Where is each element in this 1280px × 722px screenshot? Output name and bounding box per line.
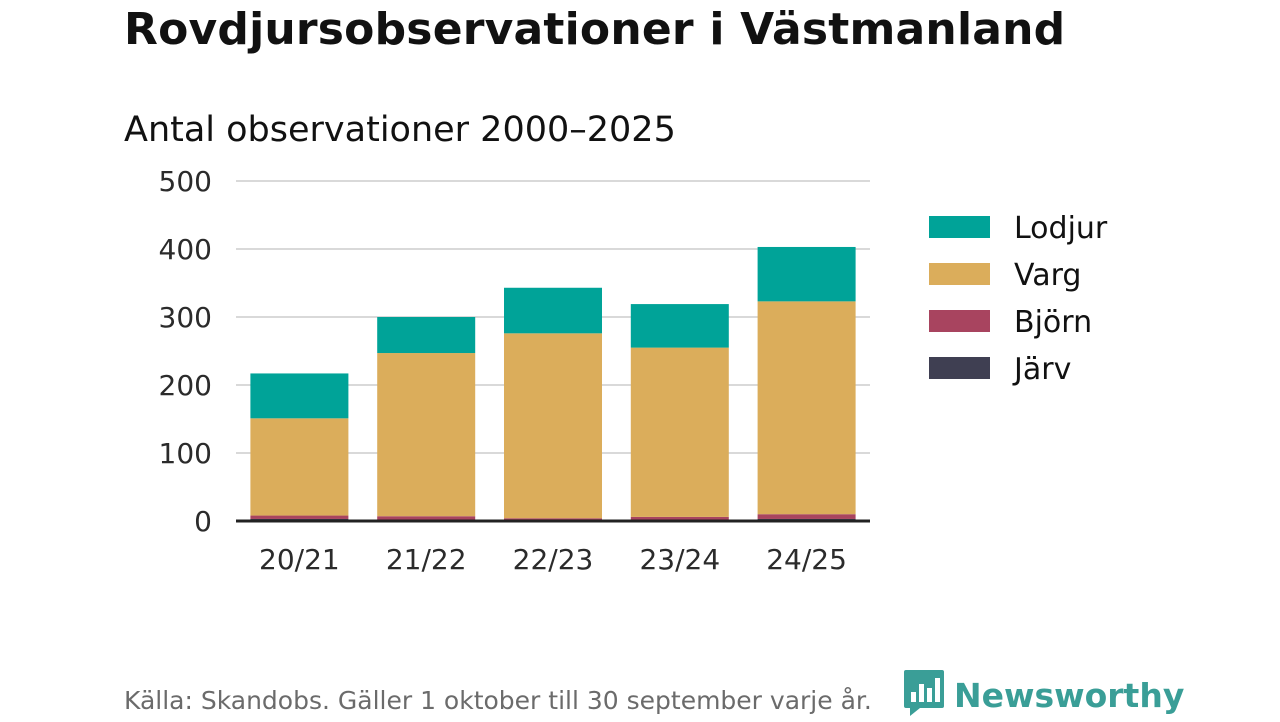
x-tick-label-23-24: 23/24 [639, 543, 720, 576]
x-tick-label-21-22: 21/22 [386, 543, 467, 576]
legend-label-varg: Varg [1014, 258, 1081, 293]
bar-varg-23-24 [630, 347, 729, 517]
bar-varg-21-22 [377, 353, 476, 517]
chart-title: Rovdjursobservationer i Västmanland [124, 4, 1066, 55]
brand: Newsworthy [902, 668, 1184, 722]
chart-subtitle: Antal observationer 2000–2025 [124, 110, 676, 150]
bar-lodjur-23-24 [630, 304, 729, 348]
bar-björn-24-25 [757, 514, 856, 519]
bar-varg-24-25 [757, 301, 856, 515]
y-tick-label-300: 300 [159, 301, 212, 334]
x-tick-label-22-23: 22/23 [513, 543, 594, 576]
bar-lodjur-24-25 [757, 246, 856, 302]
bar-björn-20-21 [250, 515, 349, 519]
legend-label-järv: Järv [1012, 352, 1071, 387]
y-tick-label-200: 200 [159, 369, 212, 402]
y-tick-label-500: 500 [159, 165, 212, 198]
y-tick-label-100: 100 [159, 437, 212, 470]
bars [250, 246, 856, 521]
legend: Lodjur Varg Björn Järv [929, 211, 1108, 387]
newsworthy-logo-icon [902, 668, 946, 722]
y-tick-label-400: 400 [159, 233, 212, 266]
bar-björn-21-22 [377, 516, 476, 520]
legend-label-lodjur: Lodjur [1014, 211, 1108, 246]
x-tick-label-24-25: 24/25 [766, 543, 847, 576]
legend-label-björn: Björn [1014, 305, 1092, 340]
source-note: Källa: Skandobs. Gäller 1 oktober till 3… [124, 686, 872, 715]
bar-björn-23-24 [630, 516, 729, 520]
brand-name: Newsworthy [954, 675, 1185, 715]
bar-lodjur-21-22 [377, 317, 476, 354]
y-axis-ticks: 0 100 200 300 400 500 [159, 165, 212, 538]
x-tick-label-20-21: 20/21 [259, 543, 340, 576]
bar-björn-22-23 [504, 518, 602, 521]
legend-swatch-lodjur [929, 216, 990, 238]
legend-swatch-varg [929, 263, 990, 285]
legend-swatch-järv [929, 357, 990, 379]
legend-swatch-björn [929, 310, 990, 332]
bar-lodjur-20-21 [250, 373, 349, 419]
bar-varg-20-21 [250, 418, 349, 516]
bar-varg-22-23 [504, 333, 602, 519]
x-axis-ticks: 20/21 21/22 22/23 23/24 24/25 [236, 519, 870, 576]
y-tick-label-0: 0 [194, 505, 212, 538]
bar-lodjur-22-23 [504, 287, 602, 334]
